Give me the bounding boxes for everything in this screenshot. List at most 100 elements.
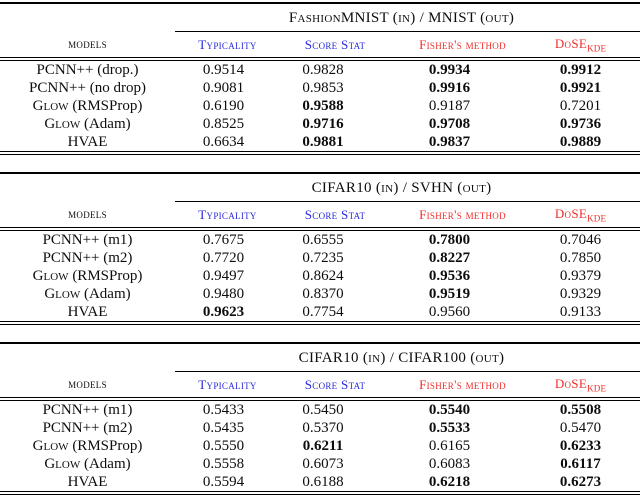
kde-subscript: KDE <box>587 43 607 54</box>
model-name-cell: HVAE <box>67 133 108 150</box>
metric-value-cell: 0.6233 <box>559 437 602 454</box>
metric-value-cell: 0.6211 <box>302 437 344 454</box>
metric-value-cell: 0.6273 <box>559 473 602 490</box>
column-header-models: models <box>0 371 175 401</box>
model-name-cell: PCNN++ (drop.) <box>36 61 139 78</box>
model-name-cell: PCNN++ (m2) <box>42 249 133 266</box>
metric-value-cell: 0.9588 <box>302 97 344 114</box>
table-title-row: CIFAR10 (in) / SVHN (out) <box>0 173 640 202</box>
metric-value-cell: 0.7235 <box>302 249 344 266</box>
results-table-cifar10-svhn: CIFAR10 (in) / SVHN (out) models Typical… <box>0 172 640 325</box>
column-header-score-stat: Score Stat <box>280 31 390 61</box>
column-header-fishers-method: Fisher's method <box>390 371 535 401</box>
metric-value-cell: 0.8624 <box>302 267 344 284</box>
model-name-cell: HVAE <box>67 303 108 320</box>
kde-subscript: KDE <box>587 383 607 394</box>
metric-value-cell: 0.8227 <box>428 249 471 266</box>
table-row: PCNN++ (no drop) 0.9081 0.9853 0.9916 0.… <box>0 79 640 97</box>
metric-value-cell: 0.5450 <box>302 401 344 418</box>
column-header-score-stat: Score Stat <box>280 201 390 231</box>
model-name-cell: Glow (Adam) <box>44 285 131 302</box>
column-header-fishers-method: Fisher's method <box>390 31 535 61</box>
metric-value-cell: 0.7800 <box>428 231 471 248</box>
column-header-dose-kde: DoSEKDE <box>528 201 634 231</box>
metric-value-cell: 0.9329 <box>559 285 602 302</box>
model-name-cell: PCNN++ (m2) <box>42 419 133 436</box>
metric-value-cell: 0.6165 <box>428 437 471 454</box>
model-name-cell: Glow (RMSProp) <box>32 437 143 454</box>
results-table-cifar10-cifar100: CIFAR10 (in) / CIFAR100 (out) models Typ… <box>0 342 640 495</box>
column-header-typicality: Typicality <box>175 371 280 401</box>
table-row: HVAE 0.6634 0.9881 0.9837 0.9889 <box>0 133 640 153</box>
metric-value-cell: 0.7046 <box>559 231 602 248</box>
metric-value-cell: 0.9519 <box>428 285 471 302</box>
metric-value-cell: 0.6634 <box>202 133 245 150</box>
metric-value-cell: 0.7201 <box>559 97 602 114</box>
table-row: Glow (RMSProp) 0.9497 0.8624 0.9536 0.93… <box>0 267 640 285</box>
model-name-cell: Glow (RMSProp) <box>32 97 143 114</box>
table-title: FashionMNIST (in) / MNIST (out) <box>175 3 640 32</box>
metric-value-cell: 0.9081 <box>202 79 245 96</box>
model-name-cell: HVAE <box>67 473 108 490</box>
model-name-cell: Glow (Adam) <box>44 115 131 132</box>
metric-value-cell: 0.6083 <box>428 455 471 472</box>
column-header-fishers-method: Fisher's method <box>390 201 535 231</box>
metric-value-cell: 0.6117 <box>560 455 601 472</box>
table-row: PCNN++ (m1) 0.7675 0.6555 0.7800 0.7046 <box>0 229 640 249</box>
metric-value-cell: 0.5508 <box>559 401 602 418</box>
metric-value-cell: 0.9560 <box>428 303 471 320</box>
table-row: PCNN++ (m1) 0.5433 0.5450 0.5540 0.5508 <box>0 399 640 419</box>
table-row: PCNN++ (drop.) 0.9514 0.9828 0.9934 0.99… <box>0 59 640 79</box>
table-title-text: FashionMNIST (in) / MNIST (out) <box>288 9 515 26</box>
metric-value-cell: 0.7675 <box>202 231 245 248</box>
table-row: HVAE 0.9623 0.7754 0.9560 0.9133 <box>0 303 640 323</box>
metric-value-cell: 0.9536 <box>428 267 471 284</box>
table-title-text: CIFAR10 (in) / SVHN (out) <box>311 179 492 196</box>
kde-subscript: KDE <box>587 213 607 224</box>
table-title: CIFAR10 (in) / SVHN (out) <box>175 173 640 202</box>
metric-value-cell: 0.9133 <box>559 303 602 320</box>
metric-value-cell: 0.9708 <box>428 115 471 132</box>
column-header-score-stat: Score Stat <box>280 371 390 401</box>
table-row: PCNN++ (m2) 0.7720 0.7235 0.8227 0.7850 <box>0 249 640 267</box>
metric-value-cell: 0.7720 <box>202 249 245 266</box>
metric-value-cell: 0.9736 <box>559 115 602 132</box>
metric-value-cell: 0.9934 <box>428 61 471 78</box>
table-row: PCNN++ (m2) 0.5435 0.5370 0.5533 0.5470 <box>0 419 640 437</box>
table-row: Glow (Adam) 0.9480 0.8370 0.9519 0.9329 <box>0 285 640 303</box>
metric-value-cell: 0.9514 <box>202 61 245 78</box>
metric-value-cell: 0.9881 <box>302 133 344 150</box>
table-row: Glow (Adam) 0.5558 0.6073 0.6083 0.6117 <box>0 455 640 473</box>
metric-value-cell: 0.6190 <box>202 97 245 114</box>
model-name-cell: Glow (Adam) <box>44 455 131 472</box>
metric-value-cell: 0.9480 <box>202 285 245 302</box>
model-name-cell: PCNN++ (m1) <box>42 231 133 248</box>
metric-value-cell: 0.6073 <box>302 455 344 472</box>
table-title-row: CIFAR10 (in) / CIFAR100 (out) <box>0 343 640 372</box>
column-header-typicality: Typicality <box>175 31 280 61</box>
model-name-cell: PCNN++ (m1) <box>42 401 133 418</box>
table-row: HVAE 0.5594 0.6188 0.6218 0.6273 <box>0 473 640 493</box>
metric-value-cell: 0.9379 <box>559 267 602 284</box>
table-title-text: CIFAR10 (in) / CIFAR100 (out) <box>298 349 505 366</box>
metric-value-cell: 0.8370 <box>302 285 344 302</box>
empty-cell <box>0 173 175 202</box>
metric-value-cell: 0.9837 <box>428 133 471 150</box>
metric-value-cell: 0.9889 <box>559 133 602 150</box>
table-header-row: models Typicality Score Stat Fisher's me… <box>0 31 640 61</box>
metric-value-cell: 0.9921 <box>559 79 602 96</box>
metric-value-cell: 0.5370 <box>302 419 344 436</box>
metric-value-cell: 0.9828 <box>302 61 344 78</box>
metric-value-cell: 0.9623 <box>202 303 245 320</box>
metric-value-cell: 0.9912 <box>559 61 602 78</box>
metric-value-cell: 0.5594 <box>202 473 245 490</box>
metric-value-cell: 0.5558 <box>202 455 245 472</box>
metric-value-cell: 0.5533 <box>428 419 471 436</box>
metric-value-cell: 0.9497 <box>202 267 245 284</box>
table-row: Glow (RMSProp) 0.6190 0.9588 0.9187 0.72… <box>0 97 640 115</box>
metric-value-cell: 0.6188 <box>302 473 344 490</box>
empty-cell <box>0 3 175 32</box>
metric-value-cell: 0.9916 <box>428 79 471 96</box>
metric-value-cell: 0.5470 <box>559 419 602 436</box>
